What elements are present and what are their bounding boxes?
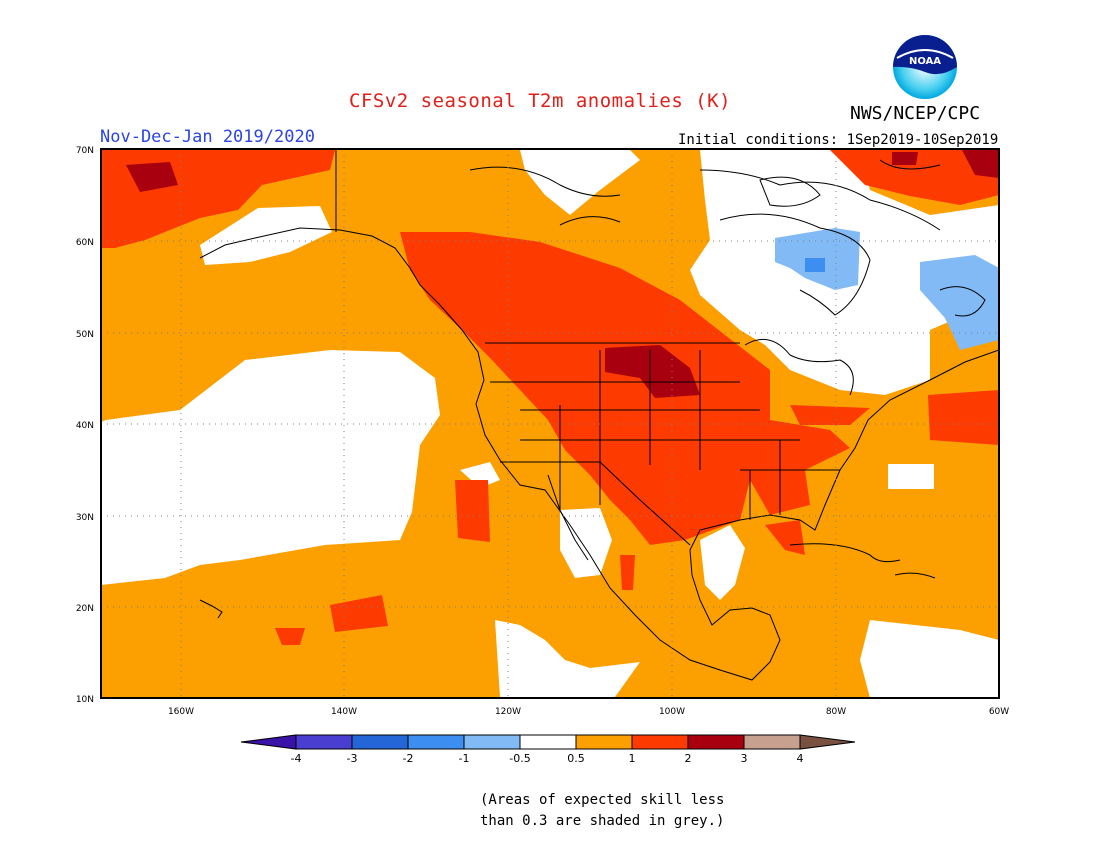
- anomaly-neg-2-to-neg-1: [805, 258, 825, 272]
- colorbar-bin: [351, 734, 409, 750]
- colorbar-bin-max: [799, 734, 856, 750]
- lon-label: 140W: [331, 707, 357, 717]
- colorbar-tick-label: 2: [685, 752, 692, 765]
- noaa-logo-text: NOAA: [909, 56, 941, 67]
- anomaly-2-to-3: [126, 150, 999, 398]
- colorbar-tick-label: 1: [629, 752, 636, 765]
- lon-label: 80W: [826, 707, 846, 717]
- lon-label: 100W: [659, 707, 685, 717]
- colorbar-tick-label: -4: [291, 752, 302, 765]
- forecast-period: Nov-Dec-Jan 2019/2020: [100, 127, 315, 147]
- lat-label: 70N: [76, 146, 94, 156]
- colorbar-tick-label: -2: [403, 752, 414, 765]
- colorbar-legend: -4 -3 -2 -1 -0.5 0.5 1 2 3 4: [240, 734, 856, 765]
- colorbar-bin: [407, 734, 465, 750]
- colorbar-bin: [463, 734, 521, 750]
- longitude-labels: 160W 140W 120W 100W 80W 60W: [168, 707, 1009, 717]
- map-frame: [100, 148, 1000, 699]
- lat-label: 50N: [76, 330, 94, 340]
- colorbar-bin: [519, 734, 577, 750]
- coastlines-and-borders: [199, 150, 999, 681]
- lat-label: 40N: [76, 421, 94, 431]
- colorbar-bin: [575, 734, 633, 750]
- skill-note-line-1: (Areas of expected skill less: [480, 792, 725, 808]
- colorbar-bin: [687, 734, 745, 750]
- skill-note-line-2: than 0.3 are shaded in grey.): [480, 813, 725, 829]
- latitude-labels: 70N 60N 50N 40N 30N 20N 10N: [76, 146, 94, 705]
- colorbar-tick-label: 3: [741, 752, 748, 765]
- initial-conditions: Initial conditions: 1Sep2019-10Sep2019: [678, 132, 999, 148]
- colorbar-bin: [631, 734, 689, 750]
- agency-label: NWS/NCEP/CPC: [850, 103, 981, 124]
- lat-label: 20N: [76, 604, 94, 614]
- colorbar-tick-label: 4: [797, 752, 804, 765]
- colorbar-bin-min: [240, 734, 297, 750]
- map-title: CFSv2 seasonal T2m anomalies (K): [349, 90, 732, 112]
- lat-label: 30N: [76, 513, 94, 523]
- lon-label: 60W: [989, 707, 1009, 717]
- colorbar-tick-label: -1: [459, 752, 470, 765]
- colorbar-tick-label: -3: [347, 752, 358, 765]
- lat-label: 60N: [76, 238, 94, 248]
- colorbar-bin: [295, 734, 353, 750]
- colorbar-tick-label: 0.5: [567, 752, 585, 765]
- lon-label: 160W: [168, 707, 194, 717]
- colorbar-tick-label: -0.5: [509, 752, 530, 765]
- lat-label: 10N: [76, 695, 94, 705]
- lon-label: 120W: [495, 707, 521, 717]
- noaa-logo: NOAA: [893, 35, 957, 99]
- temperature-anomaly-field: [101, 149, 999, 698]
- colorbar-bin: [743, 734, 801, 750]
